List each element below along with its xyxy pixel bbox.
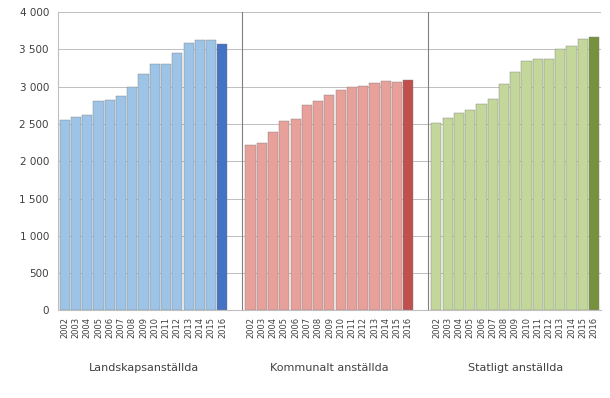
Bar [93, 101, 104, 310]
Bar [544, 59, 554, 310]
Bar [336, 90, 346, 310]
Bar [302, 105, 312, 310]
Bar [465, 110, 475, 310]
Bar [116, 96, 126, 310]
Bar [476, 105, 487, 310]
Bar [195, 40, 205, 310]
Bar [522, 61, 531, 310]
Bar [127, 87, 137, 310]
Bar [589, 37, 599, 310]
Bar [105, 100, 115, 310]
Bar [431, 123, 442, 310]
Bar [454, 113, 464, 310]
Bar [206, 40, 216, 310]
Text: Landskapsanställda: Landskapsanställda [88, 363, 199, 373]
Bar [313, 101, 323, 310]
Text: Kommunalt anställda: Kommunalt anställda [270, 363, 389, 373]
Bar [487, 98, 498, 310]
Bar [268, 132, 278, 310]
Bar [279, 121, 289, 310]
Bar [567, 46, 576, 310]
Bar [290, 119, 301, 310]
Bar [370, 83, 379, 310]
Bar [533, 59, 543, 310]
Bar [443, 118, 453, 310]
Bar [82, 115, 92, 310]
Bar [257, 143, 267, 310]
Bar [358, 86, 368, 310]
Bar [138, 74, 149, 310]
Bar [347, 87, 357, 310]
Bar [161, 64, 171, 310]
Bar [149, 64, 160, 310]
Bar [217, 44, 228, 310]
Bar [392, 82, 402, 310]
Bar [510, 72, 520, 310]
Bar [172, 53, 182, 310]
Bar [555, 49, 565, 310]
Bar [403, 80, 414, 310]
Bar [184, 43, 193, 310]
Bar [381, 80, 391, 310]
Bar [578, 39, 588, 310]
Bar [71, 117, 81, 310]
Bar [60, 120, 70, 310]
Text: Statligt anställda: Statligt anställda [468, 363, 563, 373]
Bar [499, 84, 509, 310]
Bar [245, 145, 256, 310]
Bar [325, 95, 334, 310]
